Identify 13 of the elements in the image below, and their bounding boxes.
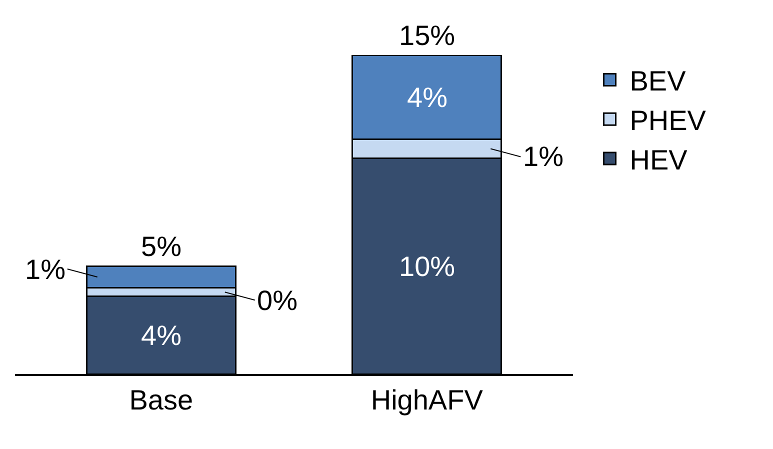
data-label: 0% (257, 285, 298, 316)
legend-label: BEV (630, 66, 686, 97)
data-label: 1% (25, 254, 66, 285)
data-label: 4% (407, 82, 448, 113)
total-label: 15% (399, 20, 456, 51)
total-label: 5% (141, 231, 182, 262)
legend-label: PHEV (630, 105, 706, 136)
legend-label: HEV (630, 144, 688, 176)
x-tick-label: Base (129, 384, 194, 416)
x-tick-label: HighAFV (370, 384, 484, 416)
data-label: 1% (523, 141, 564, 172)
data-label: 10% (399, 251, 456, 282)
data-label: 4% (141, 320, 182, 351)
